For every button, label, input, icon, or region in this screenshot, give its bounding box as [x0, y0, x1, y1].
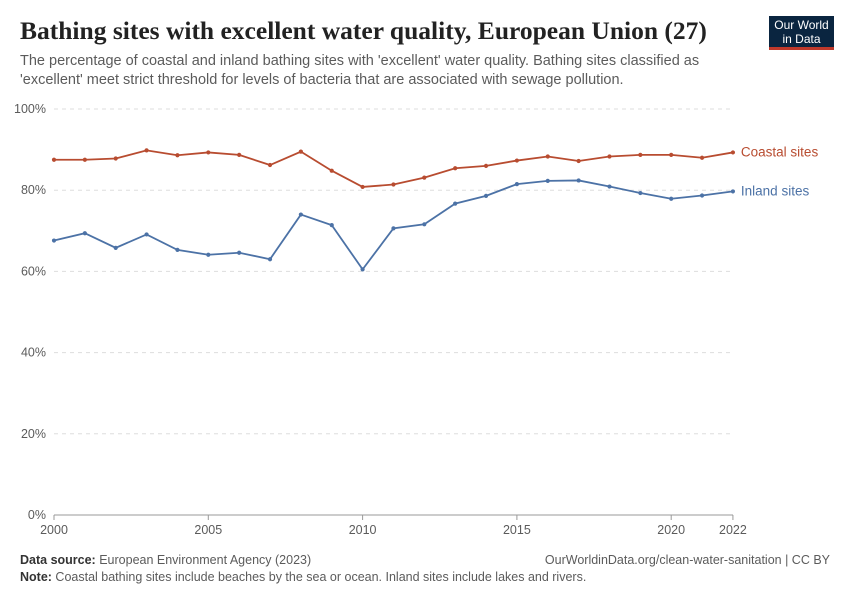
svg-text:40%: 40% — [21, 346, 46, 360]
svg-text:0%: 0% — [28, 508, 46, 522]
svg-text:Coastal sites: Coastal sites — [741, 144, 819, 159]
svg-text:100%: 100% — [14, 102, 46, 116]
svg-text:2022: 2022 — [719, 523, 747, 537]
svg-text:60%: 60% — [21, 264, 46, 278]
svg-text:2010: 2010 — [349, 523, 377, 537]
svg-text:20%: 20% — [21, 427, 46, 441]
svg-text:2015: 2015 — [503, 523, 531, 537]
svg-text:2000: 2000 — [40, 523, 68, 537]
svg-text:2005: 2005 — [194, 523, 222, 537]
svg-text:2020: 2020 — [657, 523, 685, 537]
svg-text:80%: 80% — [21, 183, 46, 197]
svg-text:Inland sites: Inland sites — [741, 183, 810, 198]
